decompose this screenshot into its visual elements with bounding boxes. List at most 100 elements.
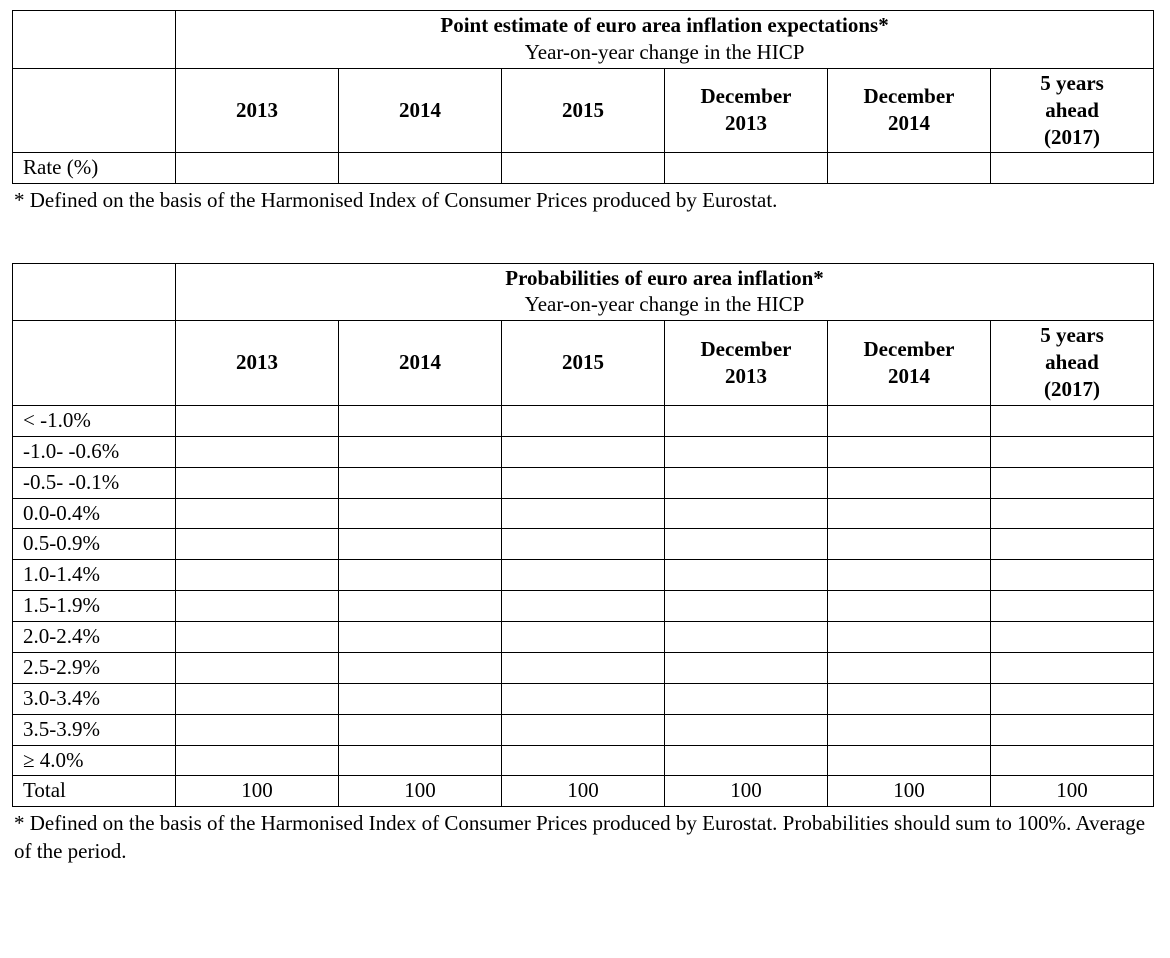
col-label: December bbox=[864, 84, 955, 108]
table-cell bbox=[665, 622, 828, 653]
table-cell bbox=[502, 591, 665, 622]
table-cell bbox=[991, 683, 1154, 714]
table-cell bbox=[176, 498, 339, 529]
table-columns-row: 2013 2014 2015 December 2013 December 20… bbox=[13, 321, 1154, 406]
table-cell bbox=[502, 652, 665, 683]
table-cell bbox=[665, 405, 828, 436]
table-cell bbox=[176, 153, 339, 184]
col-label: 2014 bbox=[888, 111, 930, 135]
table-row: 1.5-1.9% bbox=[13, 591, 1154, 622]
col-label: ahead bbox=[1045, 350, 1099, 374]
table-row: Total 100 100 100 100 100 100 bbox=[13, 776, 1154, 807]
table-cell bbox=[176, 560, 339, 591]
table-row: -1.0- -0.6% bbox=[13, 436, 1154, 467]
table-cell bbox=[828, 560, 991, 591]
column-header: December 2013 bbox=[665, 68, 828, 153]
table-row: ≥ 4.0% bbox=[13, 745, 1154, 776]
table-cell bbox=[665, 591, 828, 622]
table-cell bbox=[339, 745, 502, 776]
table-cell bbox=[502, 683, 665, 714]
table-cell bbox=[339, 153, 502, 184]
point-estimate-table: Point estimate of euro area inflation ex… bbox=[12, 10, 1154, 184]
table-cell: 100 bbox=[991, 776, 1154, 807]
table-cell bbox=[502, 622, 665, 653]
table-cell bbox=[828, 153, 991, 184]
table-cell bbox=[665, 714, 828, 745]
columns-empty-cell bbox=[13, 321, 176, 406]
table-row: 3.0-3.4% bbox=[13, 683, 1154, 714]
columns-empty-cell bbox=[13, 68, 176, 153]
table-cell bbox=[502, 436, 665, 467]
row-label: ≥ 4.0% bbox=[13, 745, 176, 776]
table-row: 3.5-3.9% bbox=[13, 714, 1154, 745]
table-cell bbox=[991, 529, 1154, 560]
col-label: 2015 bbox=[562, 350, 604, 374]
table-cell bbox=[339, 529, 502, 560]
table-row: 0.5-0.9% bbox=[13, 529, 1154, 560]
table-cell bbox=[991, 591, 1154, 622]
table-cell: 100 bbox=[665, 776, 828, 807]
table-title-cell: Point estimate of euro area inflation ex… bbox=[176, 11, 1154, 69]
table-cell bbox=[828, 405, 991, 436]
table-cell bbox=[665, 745, 828, 776]
table-row: 0.0-0.4% bbox=[13, 498, 1154, 529]
table-subtitle: Year-on-year change in the HICP bbox=[525, 292, 805, 316]
table-cell bbox=[339, 436, 502, 467]
table-cell bbox=[502, 529, 665, 560]
table-cell bbox=[665, 498, 828, 529]
column-header: December 2013 bbox=[665, 321, 828, 406]
table-cell bbox=[991, 622, 1154, 653]
table-row: 1.0-1.4% bbox=[13, 560, 1154, 591]
table-cell bbox=[991, 745, 1154, 776]
table-row: -0.5- -0.1% bbox=[13, 467, 1154, 498]
col-label: December bbox=[701, 84, 792, 108]
col-label: ahead bbox=[1045, 98, 1099, 122]
table-cell bbox=[828, 529, 991, 560]
column-header: 2015 bbox=[502, 68, 665, 153]
table-cell bbox=[339, 683, 502, 714]
row-label: 1.0-1.4% bbox=[13, 560, 176, 591]
table-cell: 100 bbox=[828, 776, 991, 807]
table-cell bbox=[502, 498, 665, 529]
column-header: December 2014 bbox=[828, 68, 991, 153]
table-cell bbox=[665, 436, 828, 467]
table-cell bbox=[339, 714, 502, 745]
row-label: 3.0-3.4% bbox=[13, 683, 176, 714]
table-cell bbox=[828, 467, 991, 498]
table-cell bbox=[176, 591, 339, 622]
table-cell bbox=[665, 683, 828, 714]
table-cell: 100 bbox=[502, 776, 665, 807]
table-row: Rate (%) bbox=[13, 153, 1154, 184]
row-label: 1.5-1.9% bbox=[13, 591, 176, 622]
row-label: -1.0- -0.6% bbox=[13, 436, 176, 467]
probabilities-block: Probabilities of euro area inflation* Ye… bbox=[12, 263, 1158, 865]
table-cell bbox=[991, 153, 1154, 184]
header-empty-cell bbox=[13, 263, 176, 321]
probabilities-table: Probabilities of euro area inflation* Ye… bbox=[12, 263, 1154, 808]
table-cell bbox=[176, 622, 339, 653]
table-cell bbox=[828, 622, 991, 653]
table-cell bbox=[828, 683, 991, 714]
row-label: Total bbox=[13, 776, 176, 807]
table-columns-row: 2013 2014 2015 December 2013 December 20… bbox=[13, 68, 1154, 153]
table-cell bbox=[176, 683, 339, 714]
table-cell bbox=[665, 153, 828, 184]
header-empty-cell bbox=[13, 11, 176, 69]
table-title-cell: Probabilities of euro area inflation* Ye… bbox=[176, 263, 1154, 321]
table-cell bbox=[339, 652, 502, 683]
point-estimate-block: Point estimate of euro area inflation ex… bbox=[12, 10, 1158, 215]
table-cell bbox=[339, 591, 502, 622]
table-subtitle: Year-on-year change in the HICP bbox=[525, 40, 805, 64]
table-title: Probabilities of euro area inflation* bbox=[505, 266, 824, 290]
table-footnote: * Defined on the basis of the Harmonised… bbox=[14, 187, 1154, 214]
table-footnote: * Defined on the basis of the Harmonised… bbox=[14, 810, 1154, 865]
table-cell bbox=[339, 498, 502, 529]
column-header: 2013 bbox=[176, 321, 339, 406]
table-cell bbox=[176, 405, 339, 436]
column-header: 2015 bbox=[502, 321, 665, 406]
table-cell bbox=[502, 745, 665, 776]
col-label: 2014 bbox=[399, 350, 441, 374]
table-cell bbox=[828, 745, 991, 776]
table-cell bbox=[991, 652, 1154, 683]
table-cell bbox=[665, 529, 828, 560]
